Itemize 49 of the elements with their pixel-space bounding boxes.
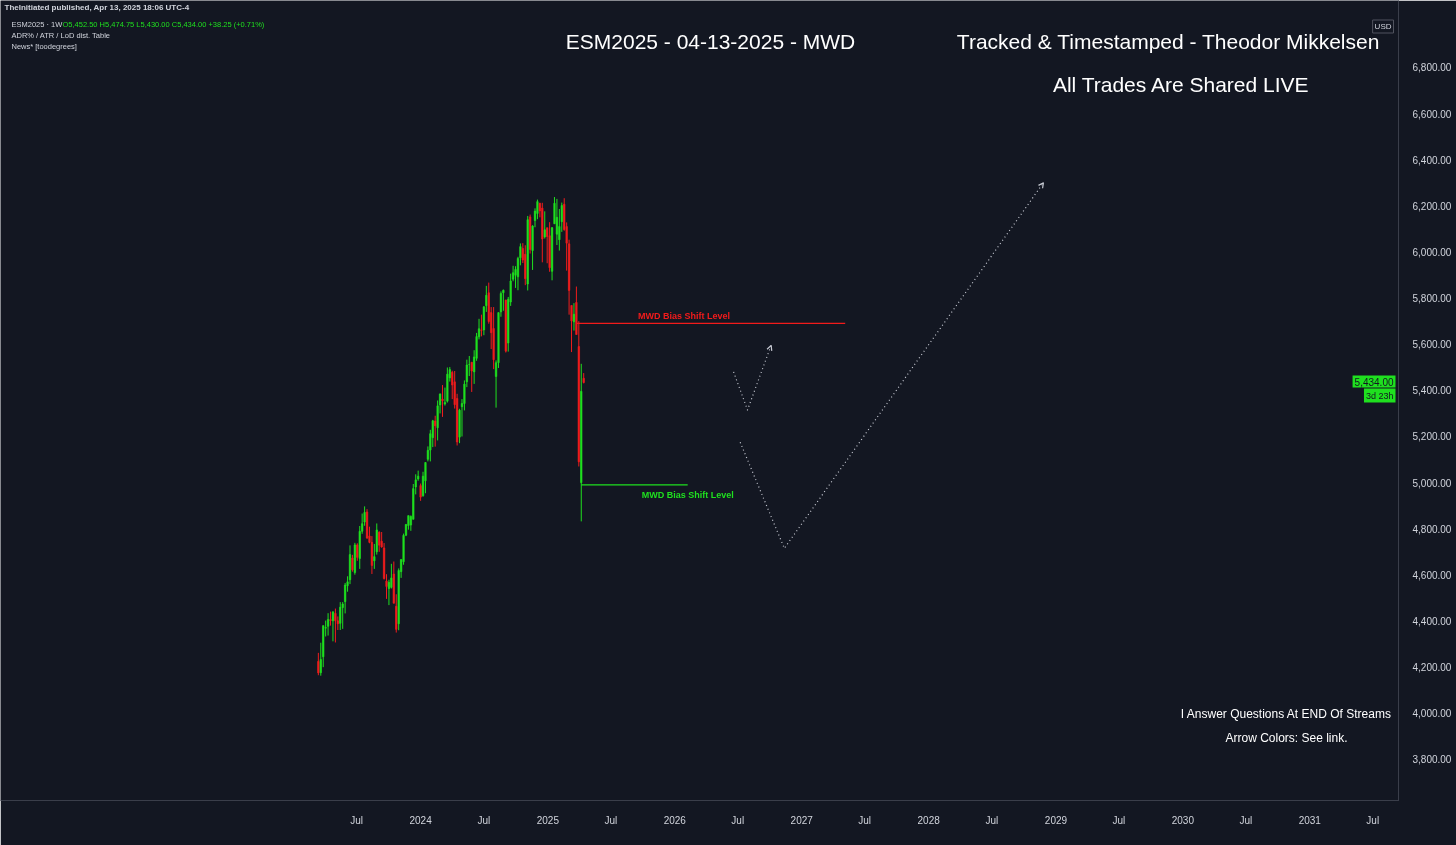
y-tick-label: 3,800.00	[1412, 754, 1452, 766]
y-tick-label: 4,200.00	[1412, 662, 1452, 674]
x-tick-label: Jul	[1239, 814, 1253, 826]
y-tick-label: 6,400.00	[1412, 154, 1452, 166]
annotation: All Trades Are Shared LIVE	[1052, 73, 1309, 96]
text: ESM2025 - 04-13-2025 - MWD	[565, 30, 856, 53]
annotation: Tracked & Timestamped - Theodor Mikkelsen	[956, 30, 1380, 53]
x-tick-label: Jul	[1366, 814, 1380, 826]
y-tick-label: 6,600.00	[1412, 108, 1452, 120]
x-tick-label: 2024	[409, 814, 433, 826]
annotation: TheInitiated published, Apr 13, 2025 18:06 UTC-4	[4, 3, 190, 12]
x-tick-label: 2029	[1044, 814, 1068, 826]
candlestick	[548, 221, 551, 273]
y-tick-label: 4,000.00	[1412, 708, 1452, 720]
y-tick-label: 4,800.00	[1412, 523, 1452, 535]
x-tick-label: Jul	[731, 814, 745, 826]
x-tick-label: Jul	[477, 814, 491, 826]
x-tick-label: Jul	[604, 814, 618, 826]
candlestick	[543, 210, 546, 240]
candlestick	[480, 314, 483, 337]
x-tick-label: 2026	[663, 814, 687, 826]
x-tick-label: 2025	[536, 814, 560, 826]
x-tick-label: 2027	[790, 814, 814, 826]
y-tick-label: 5,200.00	[1412, 431, 1452, 443]
y-tick-label: 6,200.00	[1412, 200, 1452, 212]
y-tick-label: 5,400.00	[1412, 385, 1452, 397]
annotation: 3d 23h	[1365, 390, 1394, 401]
x-tick-label: Jul	[350, 814, 364, 826]
candlestick	[441, 384, 444, 418]
y-tick-label: 4,600.00	[1412, 569, 1452, 581]
candlestick	[424, 461, 427, 494]
x-tick-label: 2028	[917, 814, 941, 826]
x-tick-label: Jul	[985, 814, 999, 826]
series-label: MWD Bias Shift Level	[641, 489, 734, 500]
x-tick-label: 2031	[1298, 814, 1322, 826]
series-label: MWD Bias Shift Level	[637, 311, 730, 322]
y-tick-label: 5,000.00	[1412, 477, 1452, 489]
y-tick-label: 6,000.00	[1412, 246, 1452, 258]
y-tick-label: 4,400.00	[1412, 616, 1452, 628]
x-tick-label: 2030	[1171, 814, 1195, 826]
y-tick-label: 5,600.00	[1412, 339, 1452, 351]
x-tick-label: Jul	[1112, 814, 1126, 826]
y-tick-label: 6,800.00	[1412, 62, 1452, 74]
y-axis-title: USD	[1374, 22, 1392, 31]
annotation: 5,434.00	[1354, 376, 1394, 388]
annotation: Arrow Colors: See link.	[1225, 730, 1348, 745]
annotation: I Answer Questions At END Of Streams	[1180, 706, 1391, 721]
y-tick-label: 5,800.00	[1412, 293, 1452, 305]
x-tick-label: Jul	[858, 814, 872, 826]
